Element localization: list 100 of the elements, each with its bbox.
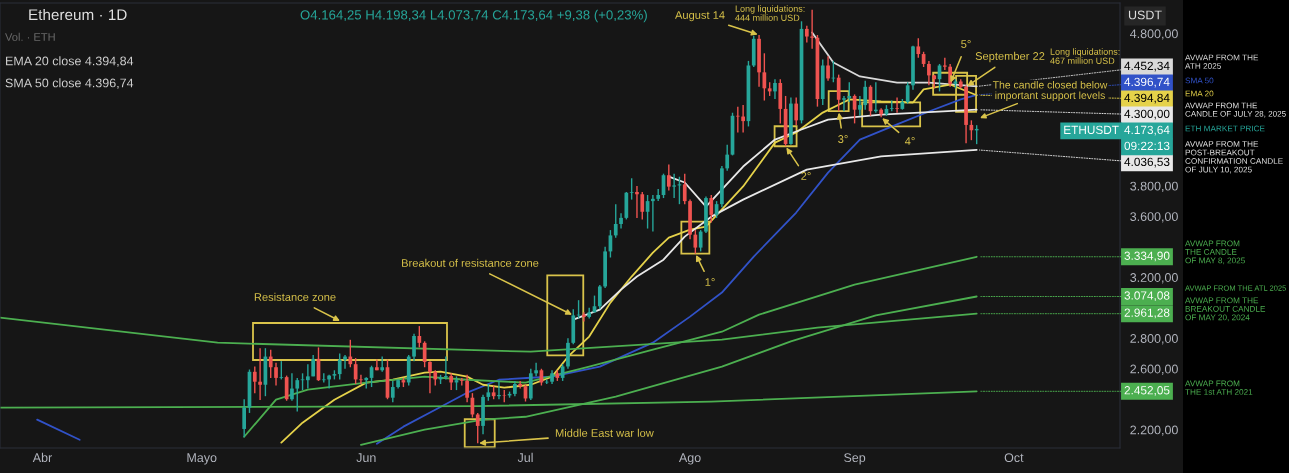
annotation: 4.394,84 (1124, 93, 1170, 104)
candlestick (635, 185, 639, 219)
candlestick (698, 229, 703, 253)
annotation: 3.334,90 (1124, 251, 1170, 262)
annotation: 5° (961, 40, 971, 48)
candlestick (518, 380, 523, 390)
annotation: O4.164,25 H4.198,34 L4.073,74 C4.173,64 +9,38 (+0,23%) (300, 9, 647, 23)
text: SMA 50 (1185, 77, 1214, 84)
annotation: 3.074,08 (1124, 291, 1170, 302)
annotation: 4.036,53 (1124, 157, 1170, 168)
candlestick (682, 172, 687, 205)
text: USDT (1128, 10, 1162, 20)
y-tick-label: 2.800,00 (1130, 334, 1178, 345)
candlestick (582, 311, 586, 323)
candlestick (597, 284, 602, 311)
candlestick (375, 358, 379, 371)
annotation: ETHUSDT (1064, 125, 1119, 135)
text: AVWAP FROM THE 1st ATH 2021 (1185, 380, 1253, 395)
candlestick (337, 352, 342, 381)
candlestick (905, 81, 910, 105)
annotation: 2° (801, 172, 811, 180)
annotation: 3° (838, 135, 848, 143)
x-tick-label: Jun (356, 453, 376, 463)
candlestick (465, 374, 469, 403)
annotation: September 22 (975, 51, 1045, 63)
annotation: Middle East war low (555, 428, 654, 437)
annotation: 4° (904, 137, 915, 145)
candlestick (693, 229, 698, 255)
candlestick (847, 81, 852, 103)
candlestick (709, 194, 714, 224)
candlestick (566, 337, 570, 370)
candlestick (725, 144, 730, 172)
candlestick (619, 212, 623, 230)
y-tick-label: 3.600,00 (1130, 212, 1178, 223)
x-tick-label: Mayo (187, 453, 217, 465)
text: AVWAP FROM THE ATH 2025 (1185, 54, 1259, 69)
annotation: Long liquidations: 444 million USD (735, 5, 805, 21)
annotation: 2.452,05 (1124, 386, 1170, 396)
annotation: EMA 20 close 4.394,84 (6, 56, 134, 67)
candlestick (348, 339, 353, 368)
annotation: Vol. · ETH (5, 32, 55, 41)
x-tick-label: Sep (844, 453, 866, 465)
candlestick (895, 96, 899, 114)
y-tick-label: 3.800,00 (1130, 181, 1178, 193)
annotation: The candle closed below important support levels (992, 80, 1108, 102)
candlestick (444, 355, 448, 381)
candlestick (942, 57, 947, 71)
candlestick (927, 60, 931, 86)
candlestick (651, 194, 655, 233)
candlestick (412, 333, 416, 362)
annotation: 4.452,34 (1124, 61, 1170, 72)
annotation: SMA 50 close 4.396,74 (5, 78, 134, 89)
candlestick (842, 95, 846, 112)
candlestick (306, 363, 310, 390)
candlestick (258, 347, 262, 401)
candlestick (741, 104, 745, 134)
candlestick (534, 361, 538, 378)
candlestick (858, 95, 862, 117)
text: AVWAP FROM THE POST-BREAKOUT CONFIRMATION CANDLE OF JULY 10, 2025 (1185, 141, 1283, 174)
annotation: Long liquidations: 467 million USD (1050, 48, 1120, 64)
annotation: Resistance zone (254, 292, 336, 301)
annotation: Breakout of resistance zone (402, 258, 539, 267)
candlestick (417, 325, 422, 349)
candlestick (449, 372, 454, 391)
y-tick-label: 2.200,00 (1130, 425, 1178, 436)
candlestick (794, 96, 799, 126)
candlestick (428, 360, 432, 394)
candlestick (613, 203, 618, 239)
annotation: 2.961,28 (1124, 308, 1170, 319)
text: 4.173,64 (1124, 125, 1170, 136)
candlestick (422, 340, 427, 368)
candlestick (863, 80, 868, 111)
candlestick (290, 372, 294, 402)
candlestick (826, 55, 830, 82)
candlestick (268, 349, 273, 379)
candlestick (390, 380, 395, 403)
candlestick (475, 412, 480, 444)
annotation: August 14 (675, 11, 725, 22)
text: 09:22:13 (1124, 141, 1170, 151)
text: AVWAP FROM THE CANDLE OF JULY 28, 2025 (1185, 102, 1286, 118)
candlestick (279, 360, 284, 381)
candlestick (836, 73, 841, 112)
candlestick (242, 398, 247, 439)
candlestick (666, 163, 671, 192)
text: AVWAP FROM THE CANDLE OF MAY 8, 2025 (1185, 240, 1245, 265)
text: EMA 20 (1185, 90, 1214, 97)
y-tick-label: 3.200,00 (1130, 273, 1178, 284)
annotation: 1° (705, 278, 715, 286)
candlestick (295, 377, 300, 413)
candlestick (274, 361, 278, 387)
candlestick (380, 355, 385, 373)
y-tick-label: 4.800,00 (1130, 29, 1178, 40)
annotation: 4.300,00 (1124, 109, 1170, 120)
x-tick-label: Oct (1004, 453, 1024, 463)
candlestick (629, 177, 634, 201)
candlestick (735, 105, 740, 134)
candlestick (252, 365, 257, 394)
candlestick (672, 172, 676, 199)
candlestick (773, 78, 777, 100)
x-tick-label: Abr (32, 452, 52, 463)
